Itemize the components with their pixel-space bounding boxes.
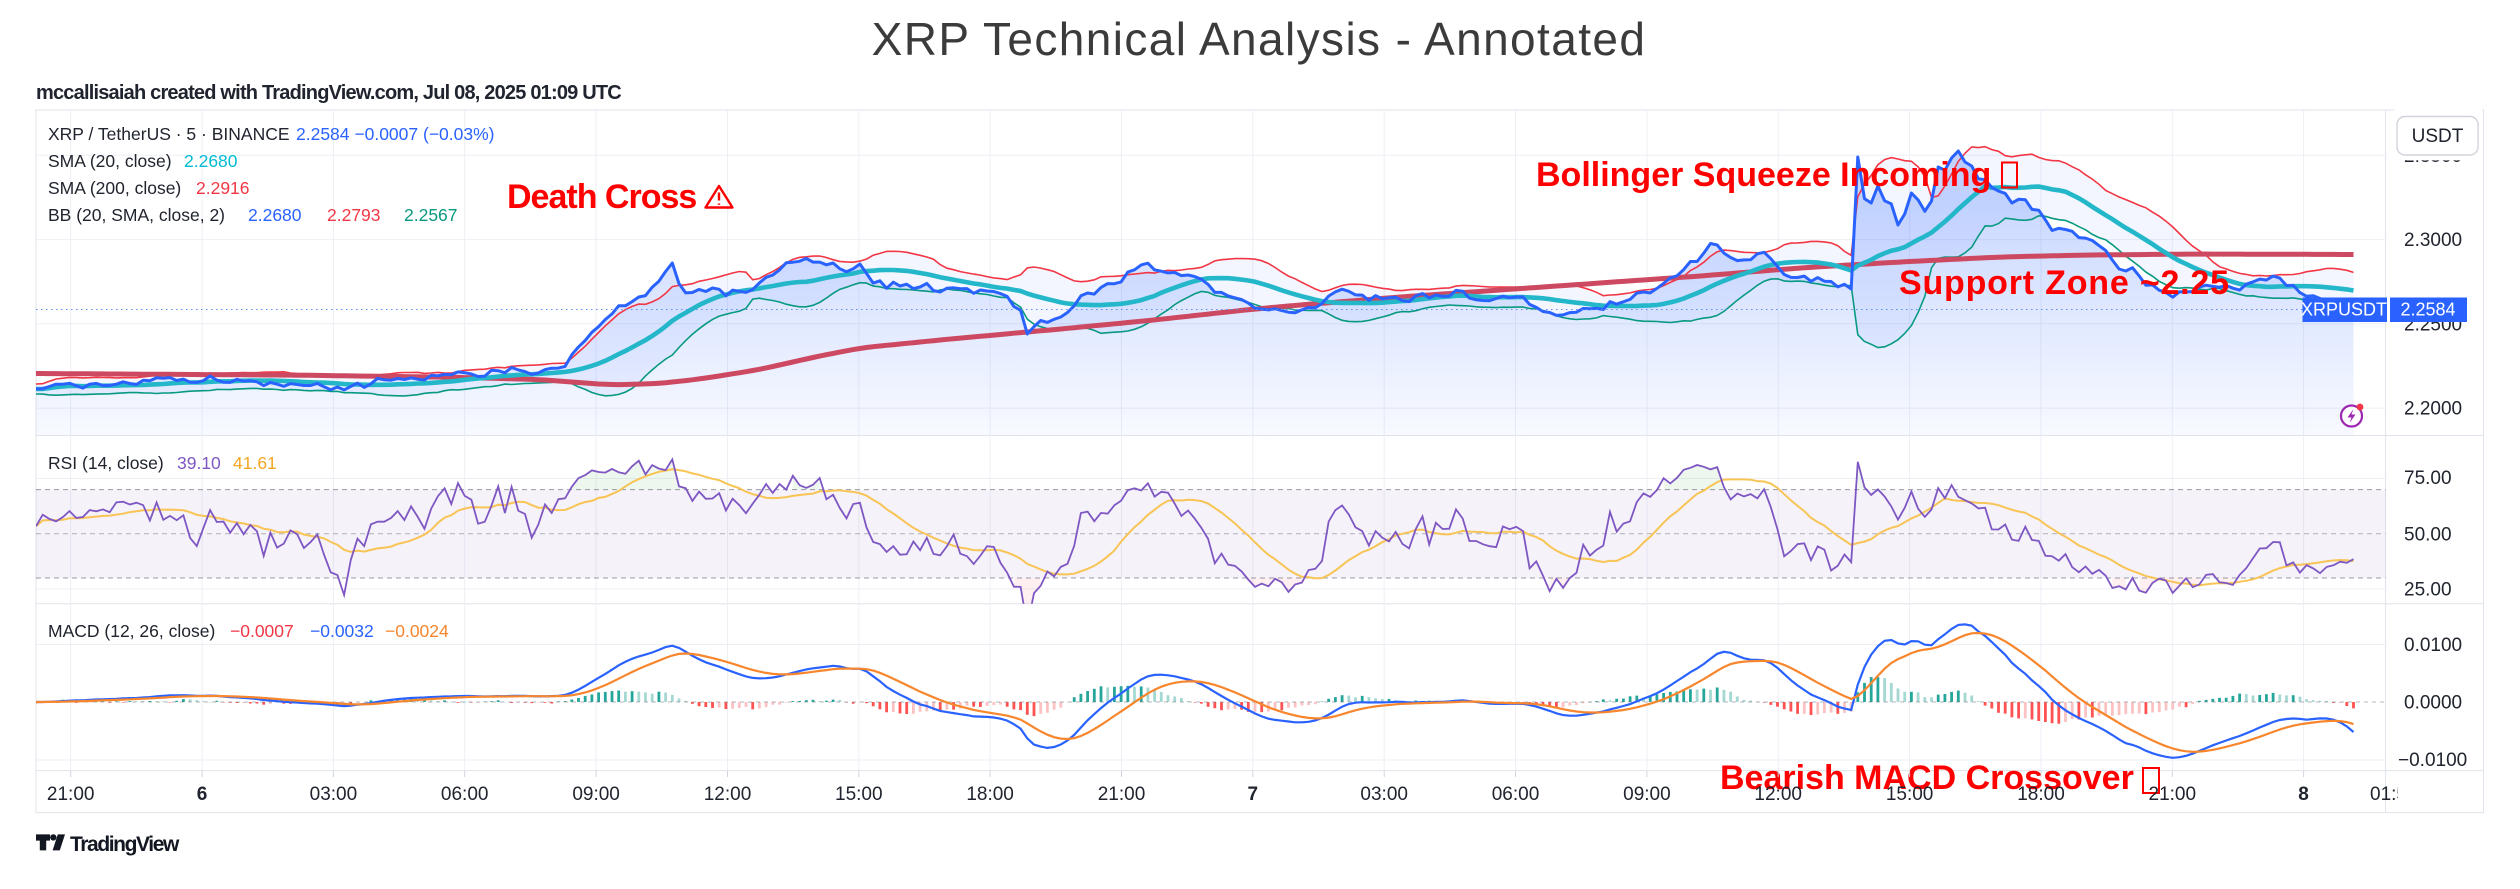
svg-text:2.2584 −0.0007 (−0.03%): 2.2584 −0.0007 (−0.03%) bbox=[296, 124, 495, 144]
svg-text:XRP / TetherUS · 5 · BINANCE: XRP / TetherUS · 5 · BINANCE bbox=[48, 124, 290, 144]
svg-text:Death Cross: Death Cross bbox=[507, 178, 696, 216]
svg-text:06:00: 06:00 bbox=[1492, 784, 1540, 805]
svg-text:03:00: 03:00 bbox=[1360, 784, 1408, 805]
svg-text:2.2567: 2.2567 bbox=[404, 205, 458, 225]
svg-text:−0.0032: −0.0032 bbox=[310, 621, 374, 641]
svg-text:09:00: 09:00 bbox=[572, 784, 620, 805]
svg-text:−0.0007: −0.0007 bbox=[230, 621, 294, 641]
svg-text:USDT: USDT bbox=[2412, 126, 2464, 147]
svg-text:21:00: 21:00 bbox=[2149, 784, 2197, 805]
svg-text:21:00: 21:00 bbox=[1098, 784, 1146, 805]
svg-text:0.0100: 0.0100 bbox=[2404, 635, 2462, 656]
svg-text:0.0000: 0.0000 bbox=[2404, 693, 2462, 714]
svg-text:SMA (200, close): SMA (200, close) bbox=[48, 178, 181, 198]
svg-text:MACD (12, 26, close): MACD (12, 26, close) bbox=[48, 621, 215, 641]
svg-text:2.2793: 2.2793 bbox=[327, 205, 381, 225]
svg-text:6: 6 bbox=[197, 784, 208, 805]
svg-text:RSI (14, close): RSI (14, close) bbox=[48, 453, 164, 473]
svg-text:09:00: 09:00 bbox=[1623, 784, 1671, 805]
svg-text:21:00: 21:00 bbox=[47, 784, 95, 805]
svg-text:−0.0024: −0.0024 bbox=[385, 621, 449, 641]
svg-text:2.2000: 2.2000 bbox=[2404, 399, 2462, 420]
svg-text:18:00: 18:00 bbox=[2017, 784, 2065, 805]
svg-text:06:00: 06:00 bbox=[441, 784, 489, 805]
svg-text:2.2916: 2.2916 bbox=[196, 178, 250, 198]
svg-text:03:00: 03:00 bbox=[310, 784, 358, 805]
svg-text:39.10: 39.10 bbox=[177, 453, 221, 473]
svg-text:01:5: 01:5 bbox=[2370, 784, 2407, 805]
svg-text:15:00: 15:00 bbox=[835, 784, 883, 805]
svg-text:XRPUSDT: XRPUSDT bbox=[2301, 300, 2387, 320]
svg-text:25.00: 25.00 bbox=[2404, 580, 2452, 601]
svg-text:BB (20, SMA, close, 2): BB (20, SMA, close, 2) bbox=[48, 205, 225, 225]
svg-text:75.00: 75.00 bbox=[2404, 468, 2452, 489]
svg-text:12:00: 12:00 bbox=[1754, 784, 1802, 805]
svg-text:15:00: 15:00 bbox=[1886, 784, 1934, 805]
svg-text:Support Zone ~2.25: Support Zone ~2.25 bbox=[1899, 264, 2230, 302]
svg-text:SMA (20, close): SMA (20, close) bbox=[48, 151, 172, 171]
svg-text:Bollinger Squeeze Incoming: Bollinger Squeeze Incoming bbox=[1536, 156, 1991, 194]
svg-text:Bearish MACD Crossover: Bearish MACD Crossover bbox=[1720, 759, 2134, 797]
svg-text:2.2584: 2.2584 bbox=[2400, 300, 2455, 320]
svg-text:2.2680: 2.2680 bbox=[248, 205, 302, 225]
svg-text:XRP Technical Analysis - Annot: XRP Technical Analysis - Annotated bbox=[872, 13, 1647, 65]
svg-text:7: 7 bbox=[1248, 784, 1259, 805]
svg-text:41.61: 41.61 bbox=[233, 453, 277, 473]
svg-text:2.3000: 2.3000 bbox=[2404, 230, 2462, 251]
svg-text:TradingView: TradingView bbox=[70, 833, 180, 856]
svg-text:2.2680: 2.2680 bbox=[184, 151, 238, 171]
svg-text:12:00: 12:00 bbox=[704, 784, 752, 805]
svg-text:50.00: 50.00 bbox=[2404, 524, 2452, 545]
svg-text:18:00: 18:00 bbox=[966, 784, 1014, 805]
svg-text:−0.0100: −0.0100 bbox=[2398, 750, 2467, 771]
svg-text:mccallisaiah created with Trad: mccallisaiah created with TradingView.co… bbox=[36, 82, 621, 104]
svg-text:8: 8 bbox=[2298, 784, 2309, 805]
